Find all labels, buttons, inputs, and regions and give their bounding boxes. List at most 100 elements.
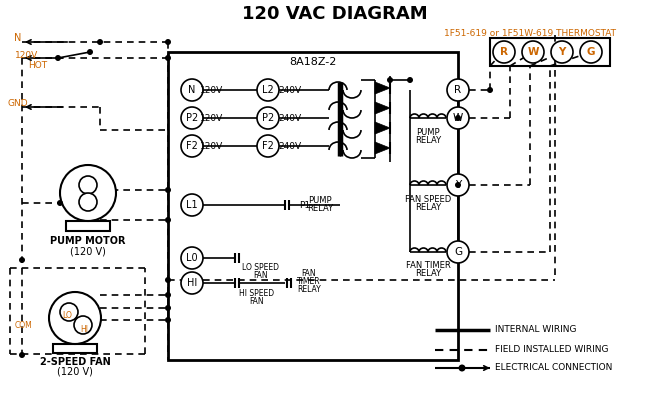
Text: ELECTRICAL CONNECTION: ELECTRICAL CONNECTION	[495, 364, 612, 372]
Text: 120V: 120V	[200, 142, 224, 150]
Text: HI: HI	[187, 278, 197, 288]
Text: PUMP: PUMP	[416, 127, 440, 137]
Text: FAN TIMER: FAN TIMER	[405, 261, 450, 271]
Circle shape	[165, 292, 171, 298]
Circle shape	[522, 41, 544, 63]
Text: HI: HI	[80, 324, 88, 334]
Text: FAN: FAN	[254, 272, 268, 280]
Text: R: R	[454, 85, 462, 95]
Text: N: N	[188, 85, 196, 95]
Text: FAN: FAN	[250, 297, 264, 305]
Circle shape	[487, 87, 493, 93]
Circle shape	[55, 55, 61, 61]
Circle shape	[387, 77, 393, 83]
Bar	[168, 52, 458, 360]
Text: 240V: 240V	[279, 142, 302, 150]
Text: F2: F2	[262, 141, 274, 151]
Circle shape	[257, 107, 279, 129]
Text: LO SPEED: LO SPEED	[243, 264, 279, 272]
Text: 120V: 120V	[15, 51, 38, 59]
Text: W: W	[453, 113, 463, 123]
Circle shape	[551, 41, 573, 63]
Text: 120 VAC DIAGRAM: 120 VAC DIAGRAM	[242, 5, 428, 23]
Text: L1: L1	[186, 200, 198, 210]
Text: P1: P1	[299, 201, 311, 210]
Circle shape	[49, 292, 101, 344]
Text: INTERNAL WIRING: INTERNAL WIRING	[495, 326, 576, 334]
Circle shape	[79, 193, 97, 211]
Circle shape	[165, 277, 171, 283]
Bar	[53, 344, 97, 353]
Text: 2-SPEED FAN: 2-SPEED FAN	[40, 357, 111, 367]
Circle shape	[493, 41, 515, 63]
Polygon shape	[375, 82, 390, 94]
Circle shape	[165, 317, 171, 323]
Circle shape	[458, 365, 466, 372]
Circle shape	[580, 41, 602, 63]
Text: GND: GND	[7, 98, 28, 108]
Circle shape	[97, 39, 103, 45]
Circle shape	[60, 165, 116, 221]
Text: L2: L2	[262, 85, 274, 95]
Circle shape	[181, 194, 203, 216]
Circle shape	[165, 217, 171, 223]
Text: HI SPEED: HI SPEED	[239, 289, 275, 297]
Circle shape	[407, 77, 413, 83]
Text: RELAY: RELAY	[297, 285, 321, 293]
Circle shape	[455, 182, 461, 188]
Text: L0: L0	[186, 253, 198, 263]
Circle shape	[165, 55, 171, 61]
Text: 8A18Z-2: 8A18Z-2	[289, 57, 337, 67]
Text: R: R	[500, 47, 508, 57]
Text: 240V: 240V	[279, 85, 302, 95]
Text: Y: Y	[455, 180, 461, 190]
Polygon shape	[375, 142, 390, 154]
Text: TIMER: TIMER	[297, 277, 321, 285]
Text: F2: F2	[186, 141, 198, 151]
Text: Y: Y	[558, 47, 565, 57]
Circle shape	[79, 176, 97, 194]
Bar	[66, 221, 110, 231]
Circle shape	[165, 305, 171, 311]
Text: G: G	[454, 247, 462, 257]
Circle shape	[181, 79, 203, 101]
Circle shape	[60, 303, 78, 321]
Text: RELAY: RELAY	[415, 135, 441, 145]
Polygon shape	[375, 122, 390, 134]
Text: N: N	[14, 33, 21, 43]
Circle shape	[447, 241, 469, 263]
Circle shape	[181, 135, 203, 157]
Text: 240V: 240V	[279, 114, 302, 122]
Circle shape	[19, 352, 25, 358]
Text: LO: LO	[62, 311, 72, 321]
Circle shape	[447, 174, 469, 196]
Text: 120V: 120V	[200, 85, 224, 95]
Circle shape	[181, 247, 203, 269]
Circle shape	[165, 187, 171, 193]
Circle shape	[455, 115, 461, 121]
Circle shape	[165, 39, 171, 45]
Text: FIELD INSTALLED WIRING: FIELD INSTALLED WIRING	[495, 346, 608, 354]
Circle shape	[181, 272, 203, 294]
Circle shape	[257, 79, 279, 101]
Circle shape	[74, 316, 92, 334]
Text: PUMP MOTOR: PUMP MOTOR	[50, 236, 126, 246]
Text: FAN: FAN	[302, 269, 316, 277]
Text: P2: P2	[186, 113, 198, 123]
Circle shape	[181, 107, 203, 129]
Circle shape	[257, 135, 279, 157]
Text: RELAY: RELAY	[415, 269, 441, 279]
Text: W: W	[527, 47, 539, 57]
Text: RELAY: RELAY	[415, 202, 441, 212]
Circle shape	[19, 257, 25, 263]
Text: P2: P2	[262, 113, 274, 123]
Text: G: G	[587, 47, 595, 57]
Circle shape	[57, 200, 63, 206]
Text: 1F51-619 or 1F51W-619 THERMOSTAT: 1F51-619 or 1F51W-619 THERMOSTAT	[444, 28, 616, 37]
Circle shape	[447, 107, 469, 129]
Text: HOT: HOT	[28, 60, 48, 70]
Bar	[490, 38, 610, 66]
Circle shape	[87, 49, 93, 55]
Polygon shape	[375, 102, 390, 114]
Text: (120 V): (120 V)	[57, 367, 93, 377]
